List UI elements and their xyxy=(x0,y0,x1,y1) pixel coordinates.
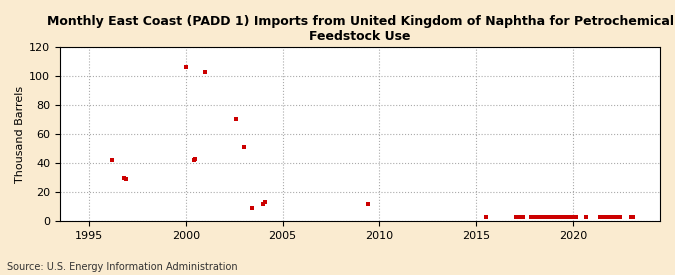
Point xyxy=(549,214,560,219)
Point xyxy=(613,214,624,219)
Point xyxy=(595,214,605,219)
Point xyxy=(543,214,554,219)
Point xyxy=(605,214,616,219)
Point xyxy=(518,214,529,219)
Point xyxy=(514,214,525,219)
Point xyxy=(563,214,574,219)
Point xyxy=(561,214,572,219)
Point xyxy=(246,206,257,210)
Point xyxy=(571,214,582,219)
Point xyxy=(535,214,546,219)
Point xyxy=(516,214,526,219)
Point xyxy=(537,214,547,219)
Point xyxy=(119,175,130,180)
Point xyxy=(564,214,575,219)
Point xyxy=(600,214,611,219)
Point xyxy=(481,214,491,219)
Point xyxy=(513,214,524,219)
Point xyxy=(611,214,622,219)
Point xyxy=(597,214,608,219)
Point xyxy=(190,156,201,161)
Point xyxy=(238,145,249,149)
Point xyxy=(626,214,637,219)
Point xyxy=(553,214,564,219)
Point xyxy=(568,214,578,219)
Title: Monthly East Coast (PADD 1) Imports from United Kingdom of Naphtha for Petrochem: Monthly East Coast (PADD 1) Imports from… xyxy=(47,15,674,43)
Point xyxy=(608,214,618,219)
Point xyxy=(529,214,539,219)
Text: Source: U.S. Energy Information Administration: Source: U.S. Energy Information Administ… xyxy=(7,262,238,272)
Point xyxy=(551,214,562,219)
Point xyxy=(547,214,558,219)
Point xyxy=(534,214,545,219)
Point xyxy=(556,214,567,219)
Point xyxy=(580,214,591,219)
Point xyxy=(558,214,568,219)
Point xyxy=(627,214,638,219)
Point xyxy=(230,117,241,122)
Point xyxy=(542,214,553,219)
Point xyxy=(511,214,522,219)
Point xyxy=(531,214,541,219)
Point xyxy=(569,214,580,219)
Point xyxy=(527,214,538,219)
Point xyxy=(566,214,576,219)
Point xyxy=(180,65,191,70)
Point xyxy=(603,214,614,219)
Point xyxy=(526,214,537,219)
Point xyxy=(540,214,551,219)
Point xyxy=(258,201,269,206)
Point xyxy=(200,69,211,74)
Point xyxy=(532,214,543,219)
Point xyxy=(121,177,132,181)
Point xyxy=(548,214,559,219)
Point xyxy=(610,214,620,219)
Point xyxy=(545,214,556,219)
Point xyxy=(259,200,270,204)
Y-axis label: Thousand Barrels: Thousand Barrels xyxy=(15,86,25,183)
Point xyxy=(598,214,609,219)
Point xyxy=(188,158,199,162)
Point xyxy=(614,214,625,219)
Point xyxy=(555,214,566,219)
Point xyxy=(539,214,549,219)
Point xyxy=(606,214,617,219)
Point xyxy=(560,214,570,219)
Point xyxy=(106,158,117,162)
Point xyxy=(362,201,373,206)
